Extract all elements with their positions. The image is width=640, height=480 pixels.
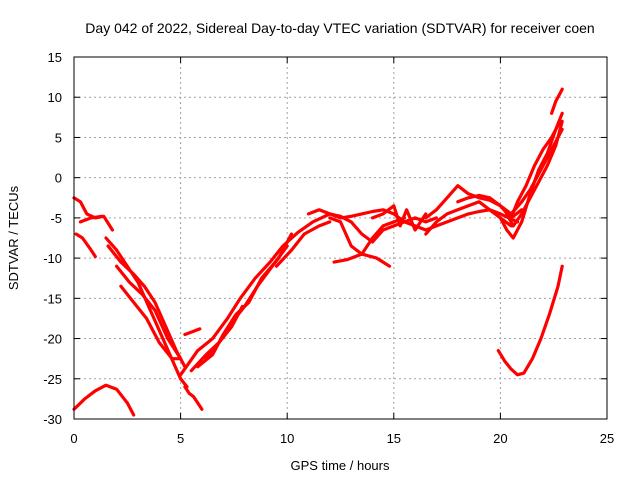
y-tick-label: 0 [55,171,62,186]
series-line-s7 [114,264,183,361]
plot-frame [73,56,608,420]
y-tick-label: 10 [48,90,62,105]
x-tick-label: 15 [387,431,401,446]
x-axis-label: GPS time / hours [291,458,390,473]
series-line-s9 [183,385,204,411]
chart-title: Day 042 of 2022, Sidereal Day-to-day VTE… [85,20,594,36]
series-line-s14 [204,304,244,361]
y-tick-label: -20 [43,332,62,347]
series-line-s21 [424,200,513,236]
series-line-s15 [274,220,332,268]
x-tick-label: 20 [493,431,507,446]
series-line-s29 [549,87,564,115]
series-line-s10 [183,327,202,337]
y-axis-label: SDTVAR / TECUs [6,185,21,290]
series-line-s23 [434,208,520,228]
x-tick-label: 25 [600,431,614,446]
x-tick-label: 5 [177,431,184,446]
x-tick-label: 10 [280,431,294,446]
y-tick-label: -25 [43,372,62,387]
y-tick-label: -10 [43,251,62,266]
y-tick-label: 15 [48,50,62,65]
y-tick-label: -30 [43,412,62,427]
series-line-s27 [509,119,562,220]
y-tick-label: 5 [55,130,62,145]
series-line-s30 [496,264,564,377]
series-line-s8 [119,284,183,361]
y-tick-label: -15 [43,291,62,306]
series-line-s5 [104,236,189,389]
series-line-s26 [503,119,564,228]
y-tick-label: -5 [50,211,62,226]
series-line-s20 [370,204,428,232]
series-line-s11 [179,212,332,377]
series-group [72,87,564,417]
series-line-s3 [74,232,97,259]
series-line-s1 [72,383,136,417]
x-tick-label: 0 [70,431,77,446]
series-line-s2 [72,196,115,232]
series-line-s4 [78,214,104,224]
axis-ticks: 0 5 10 15 20 25 15 10 5 0 -5 -10 -15 -20 -25 -30 [43,50,614,446]
series-line-s19 [332,252,392,268]
series-line-s28 [520,127,564,204]
series-line-s17 [328,216,407,256]
